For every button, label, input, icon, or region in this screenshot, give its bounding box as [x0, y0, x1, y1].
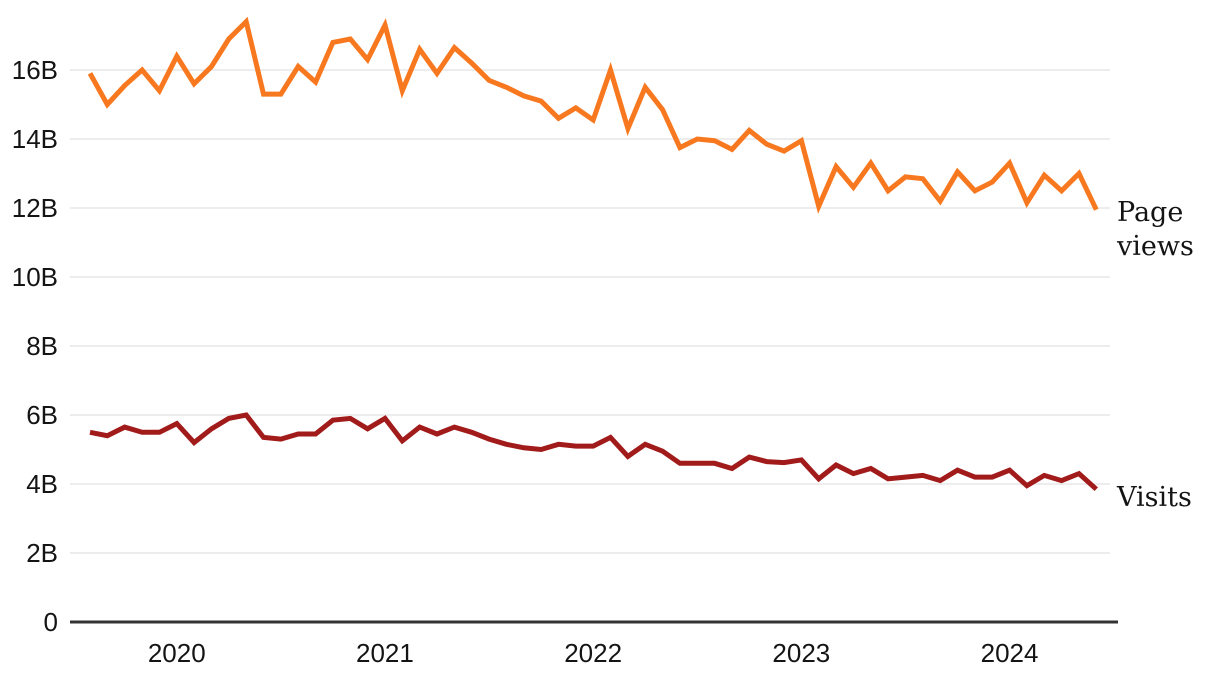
x-tick-label: 2022 — [564, 638, 622, 668]
y-tick-label: 16B — [12, 55, 58, 85]
y-tick-label: 8B — [26, 331, 58, 361]
x-tick-label: 2024 — [981, 638, 1039, 668]
y-tick-label: 6B — [26, 400, 58, 430]
x-tick-label: 2021 — [356, 638, 414, 668]
x-tick-label: 2023 — [772, 638, 830, 668]
series-line-visits — [89, 412, 1098, 492]
y-tick-label: 10B — [12, 262, 58, 292]
x-tick-label: 2020 — [148, 638, 206, 668]
series-line-page-views — [87, 16, 1099, 214]
y-tick-label: 4B — [26, 469, 58, 499]
y-tick-label: 12B — [12, 193, 58, 223]
y-tick-label: 14B — [12, 124, 58, 154]
series-label-visits: Visits — [1117, 482, 1192, 513]
series-label-page-views: Page views — [1117, 197, 1194, 262]
y-tick-label: 2B — [26, 538, 58, 568]
y-tick-label: 0 — [44, 607, 58, 637]
